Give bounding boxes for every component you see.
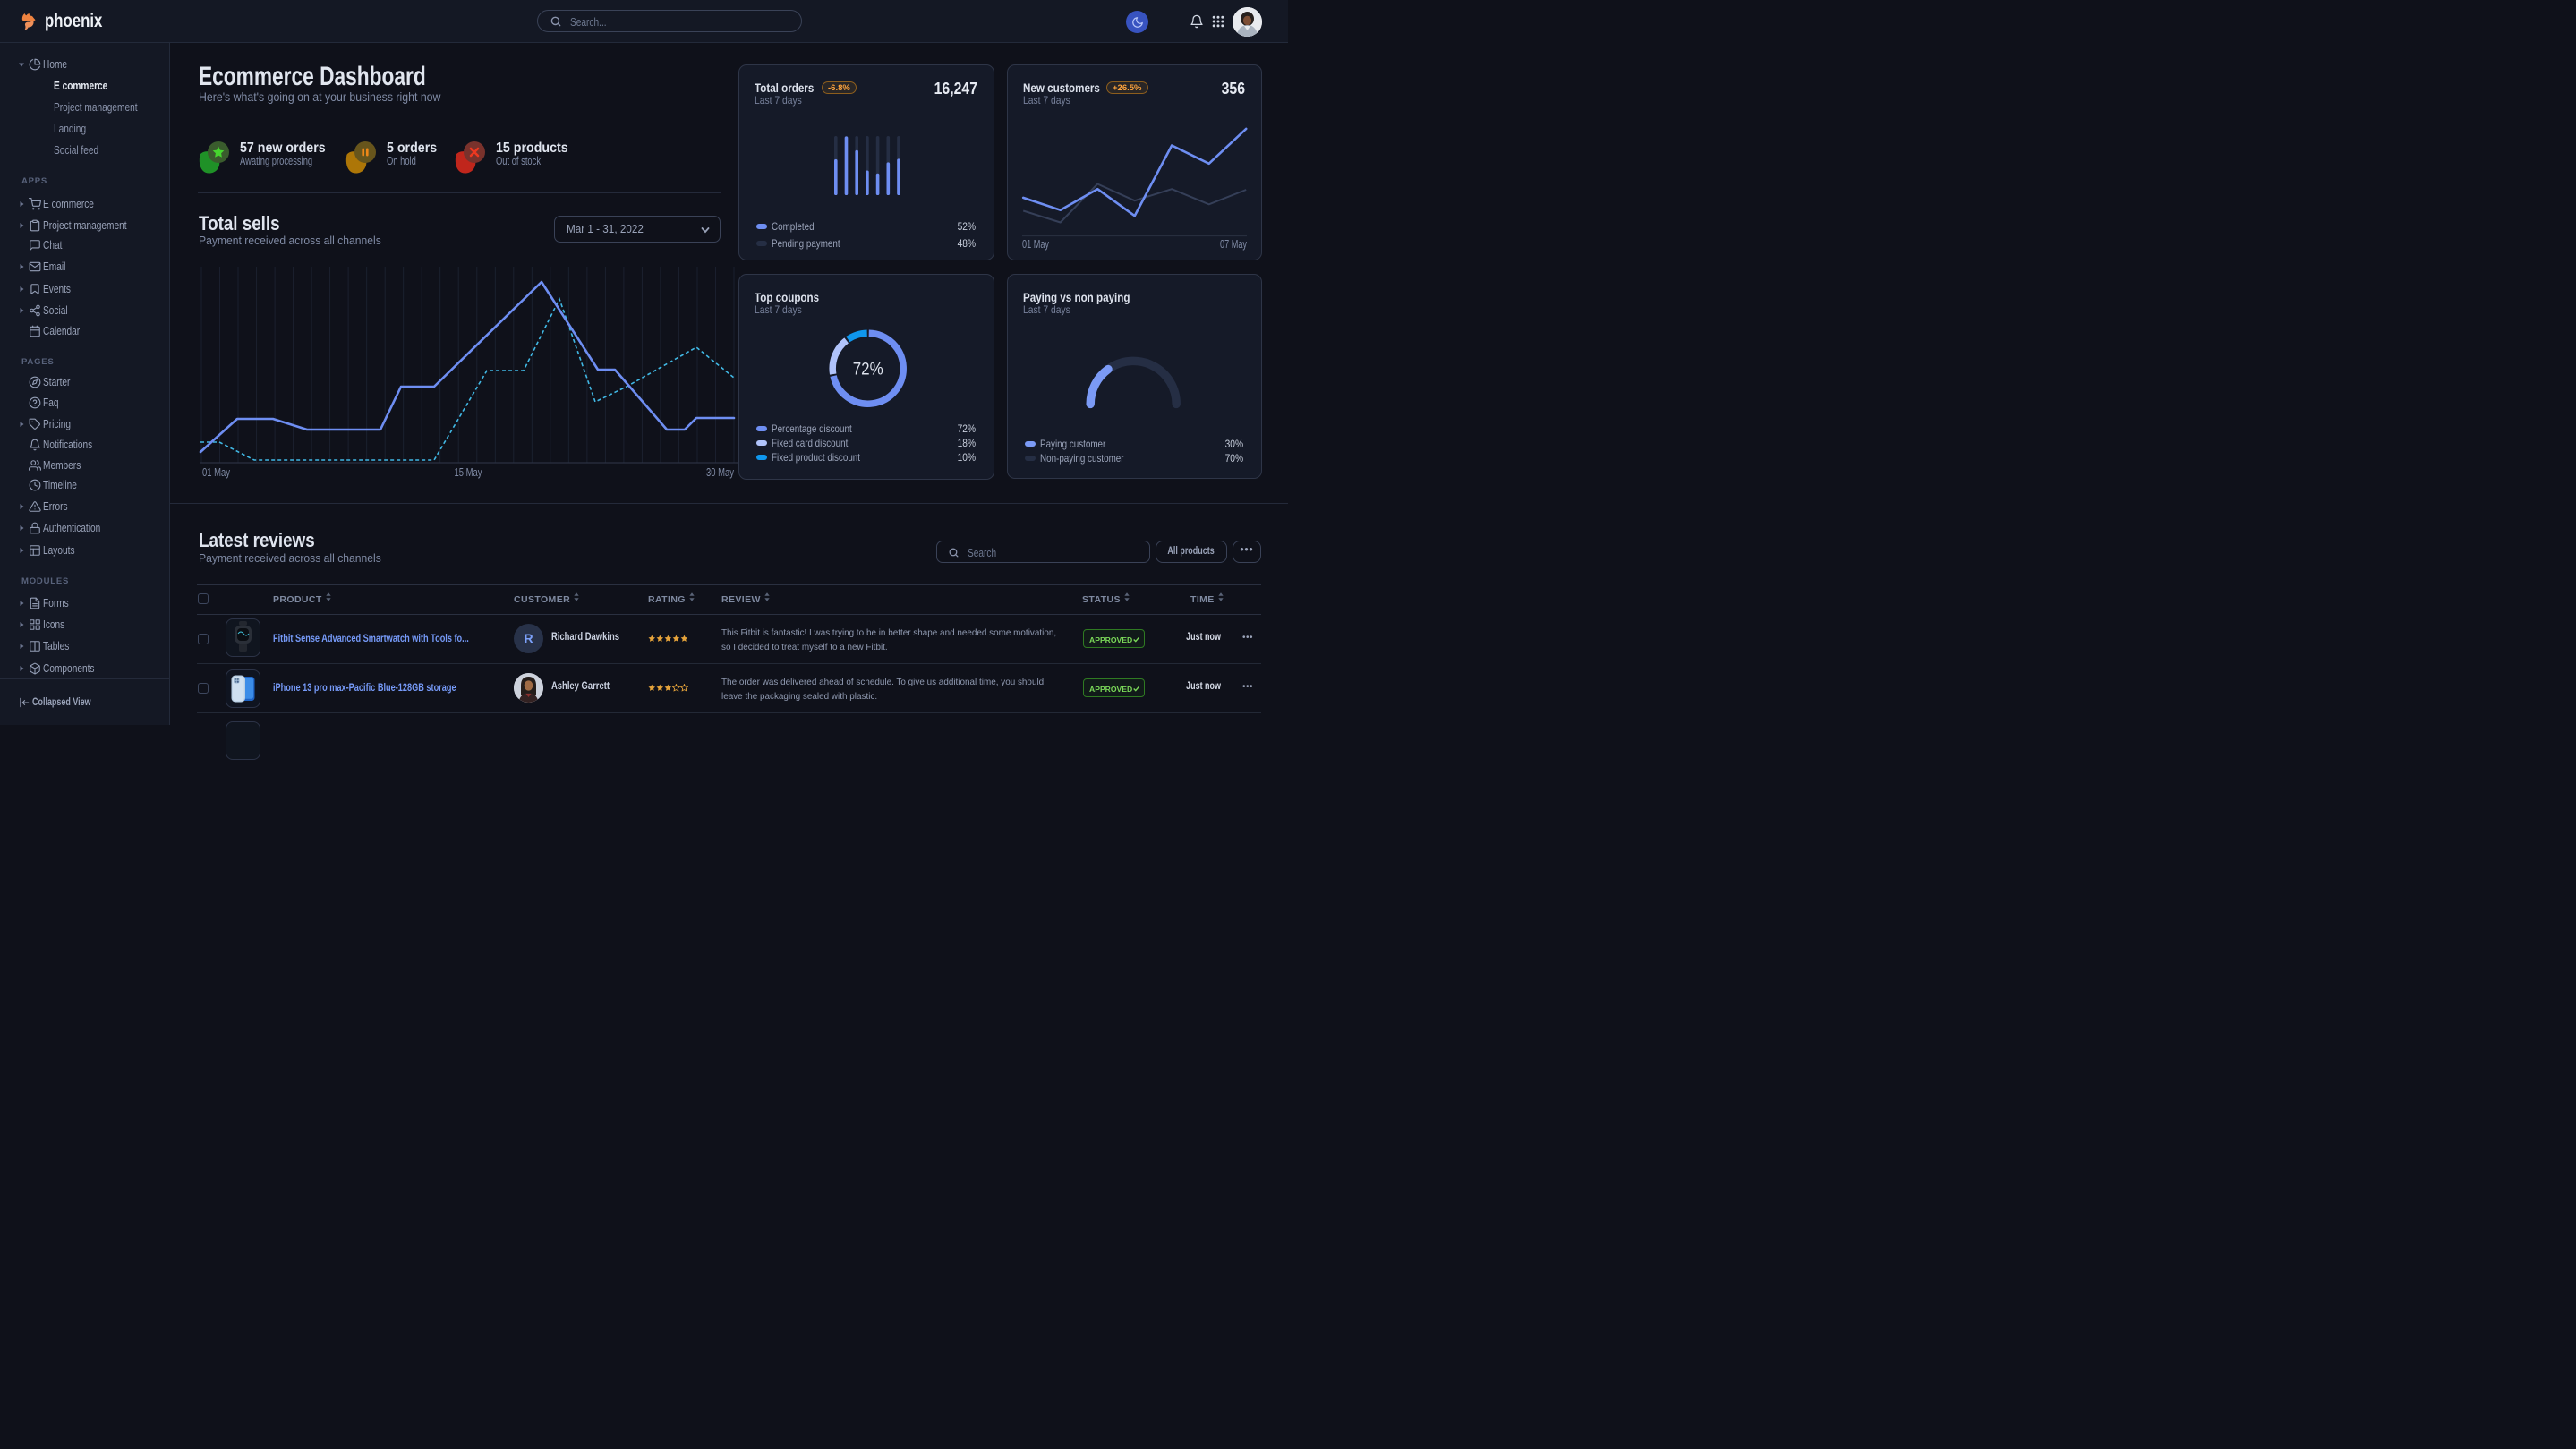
- svg-text:72%: 72%: [853, 361, 883, 379]
- svg-text:30 May: 30 May: [706, 465, 734, 479]
- svg-text:01 May: 01 May: [1022, 238, 1050, 251]
- svg-text:07 May: 07 May: [1220, 238, 1248, 251]
- svg-text:01 May: 01 May: [202, 465, 230, 479]
- svg-text:15 May: 15 May: [455, 465, 482, 479]
